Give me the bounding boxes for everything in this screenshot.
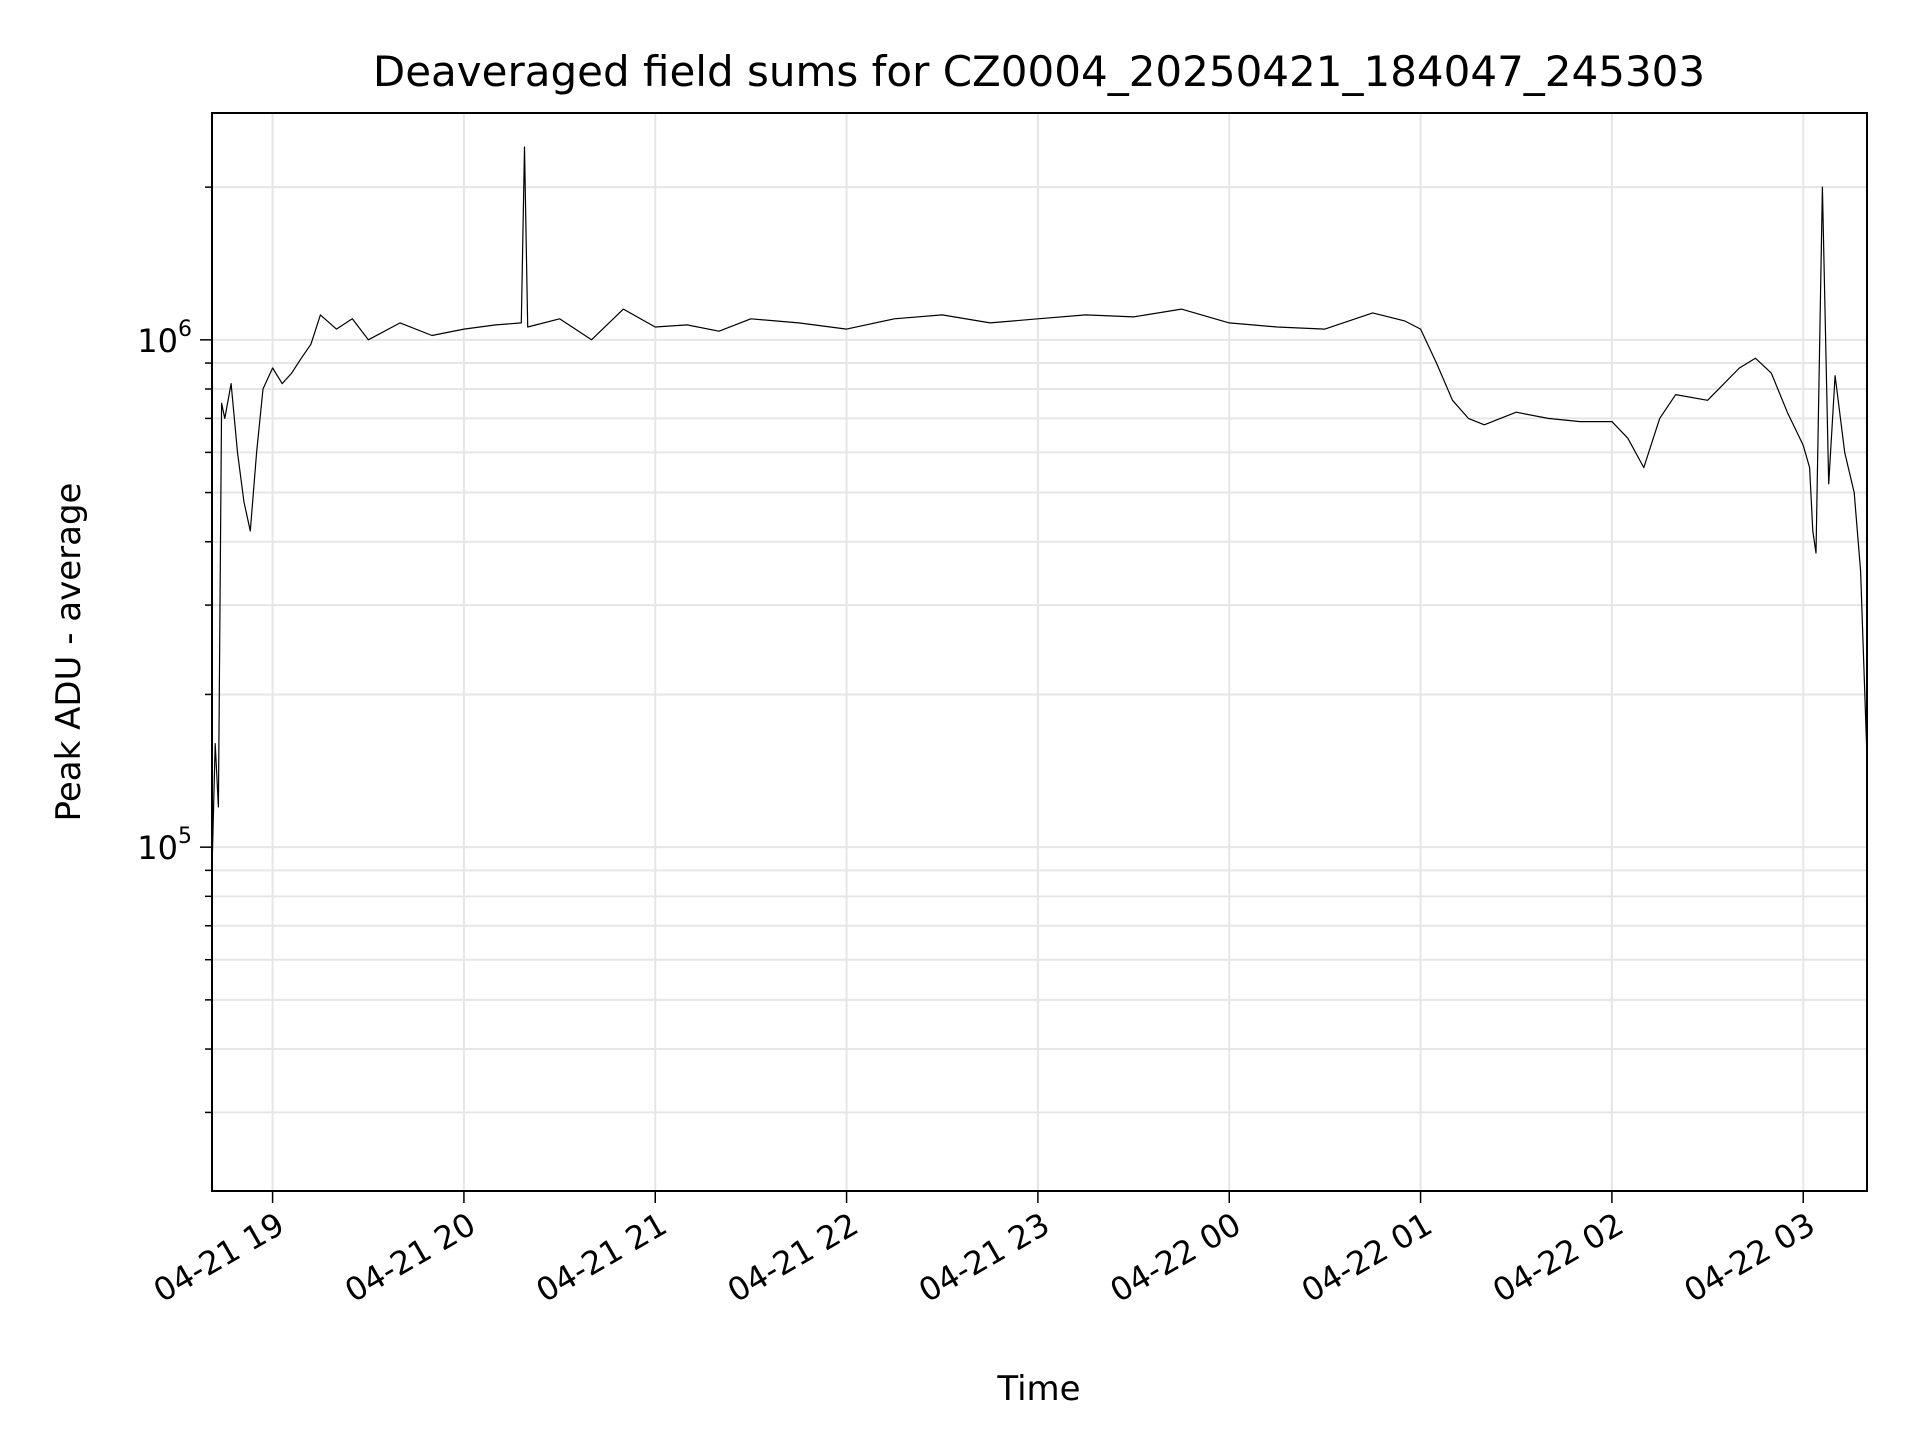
y-axis-label: Peak ADU - average — [49, 483, 89, 822]
y-tick-label: 106 — [137, 317, 192, 360]
x-axis-label: Time — [996, 1369, 1080, 1409]
axes-frame — [211, 112, 1868, 1192]
chart-title: Deaveraged field sums for CZ0004_2025042… — [373, 47, 1705, 96]
series-line — [211, 146, 1868, 871]
y-tick-label: 105 — [137, 824, 192, 867]
tick-layer — [200, 186, 1804, 1203]
grid-layer — [212, 113, 1867, 1191]
series-layer — [211, 146, 1868, 871]
y-tick-labels: 105 106 — [137, 317, 192, 867]
